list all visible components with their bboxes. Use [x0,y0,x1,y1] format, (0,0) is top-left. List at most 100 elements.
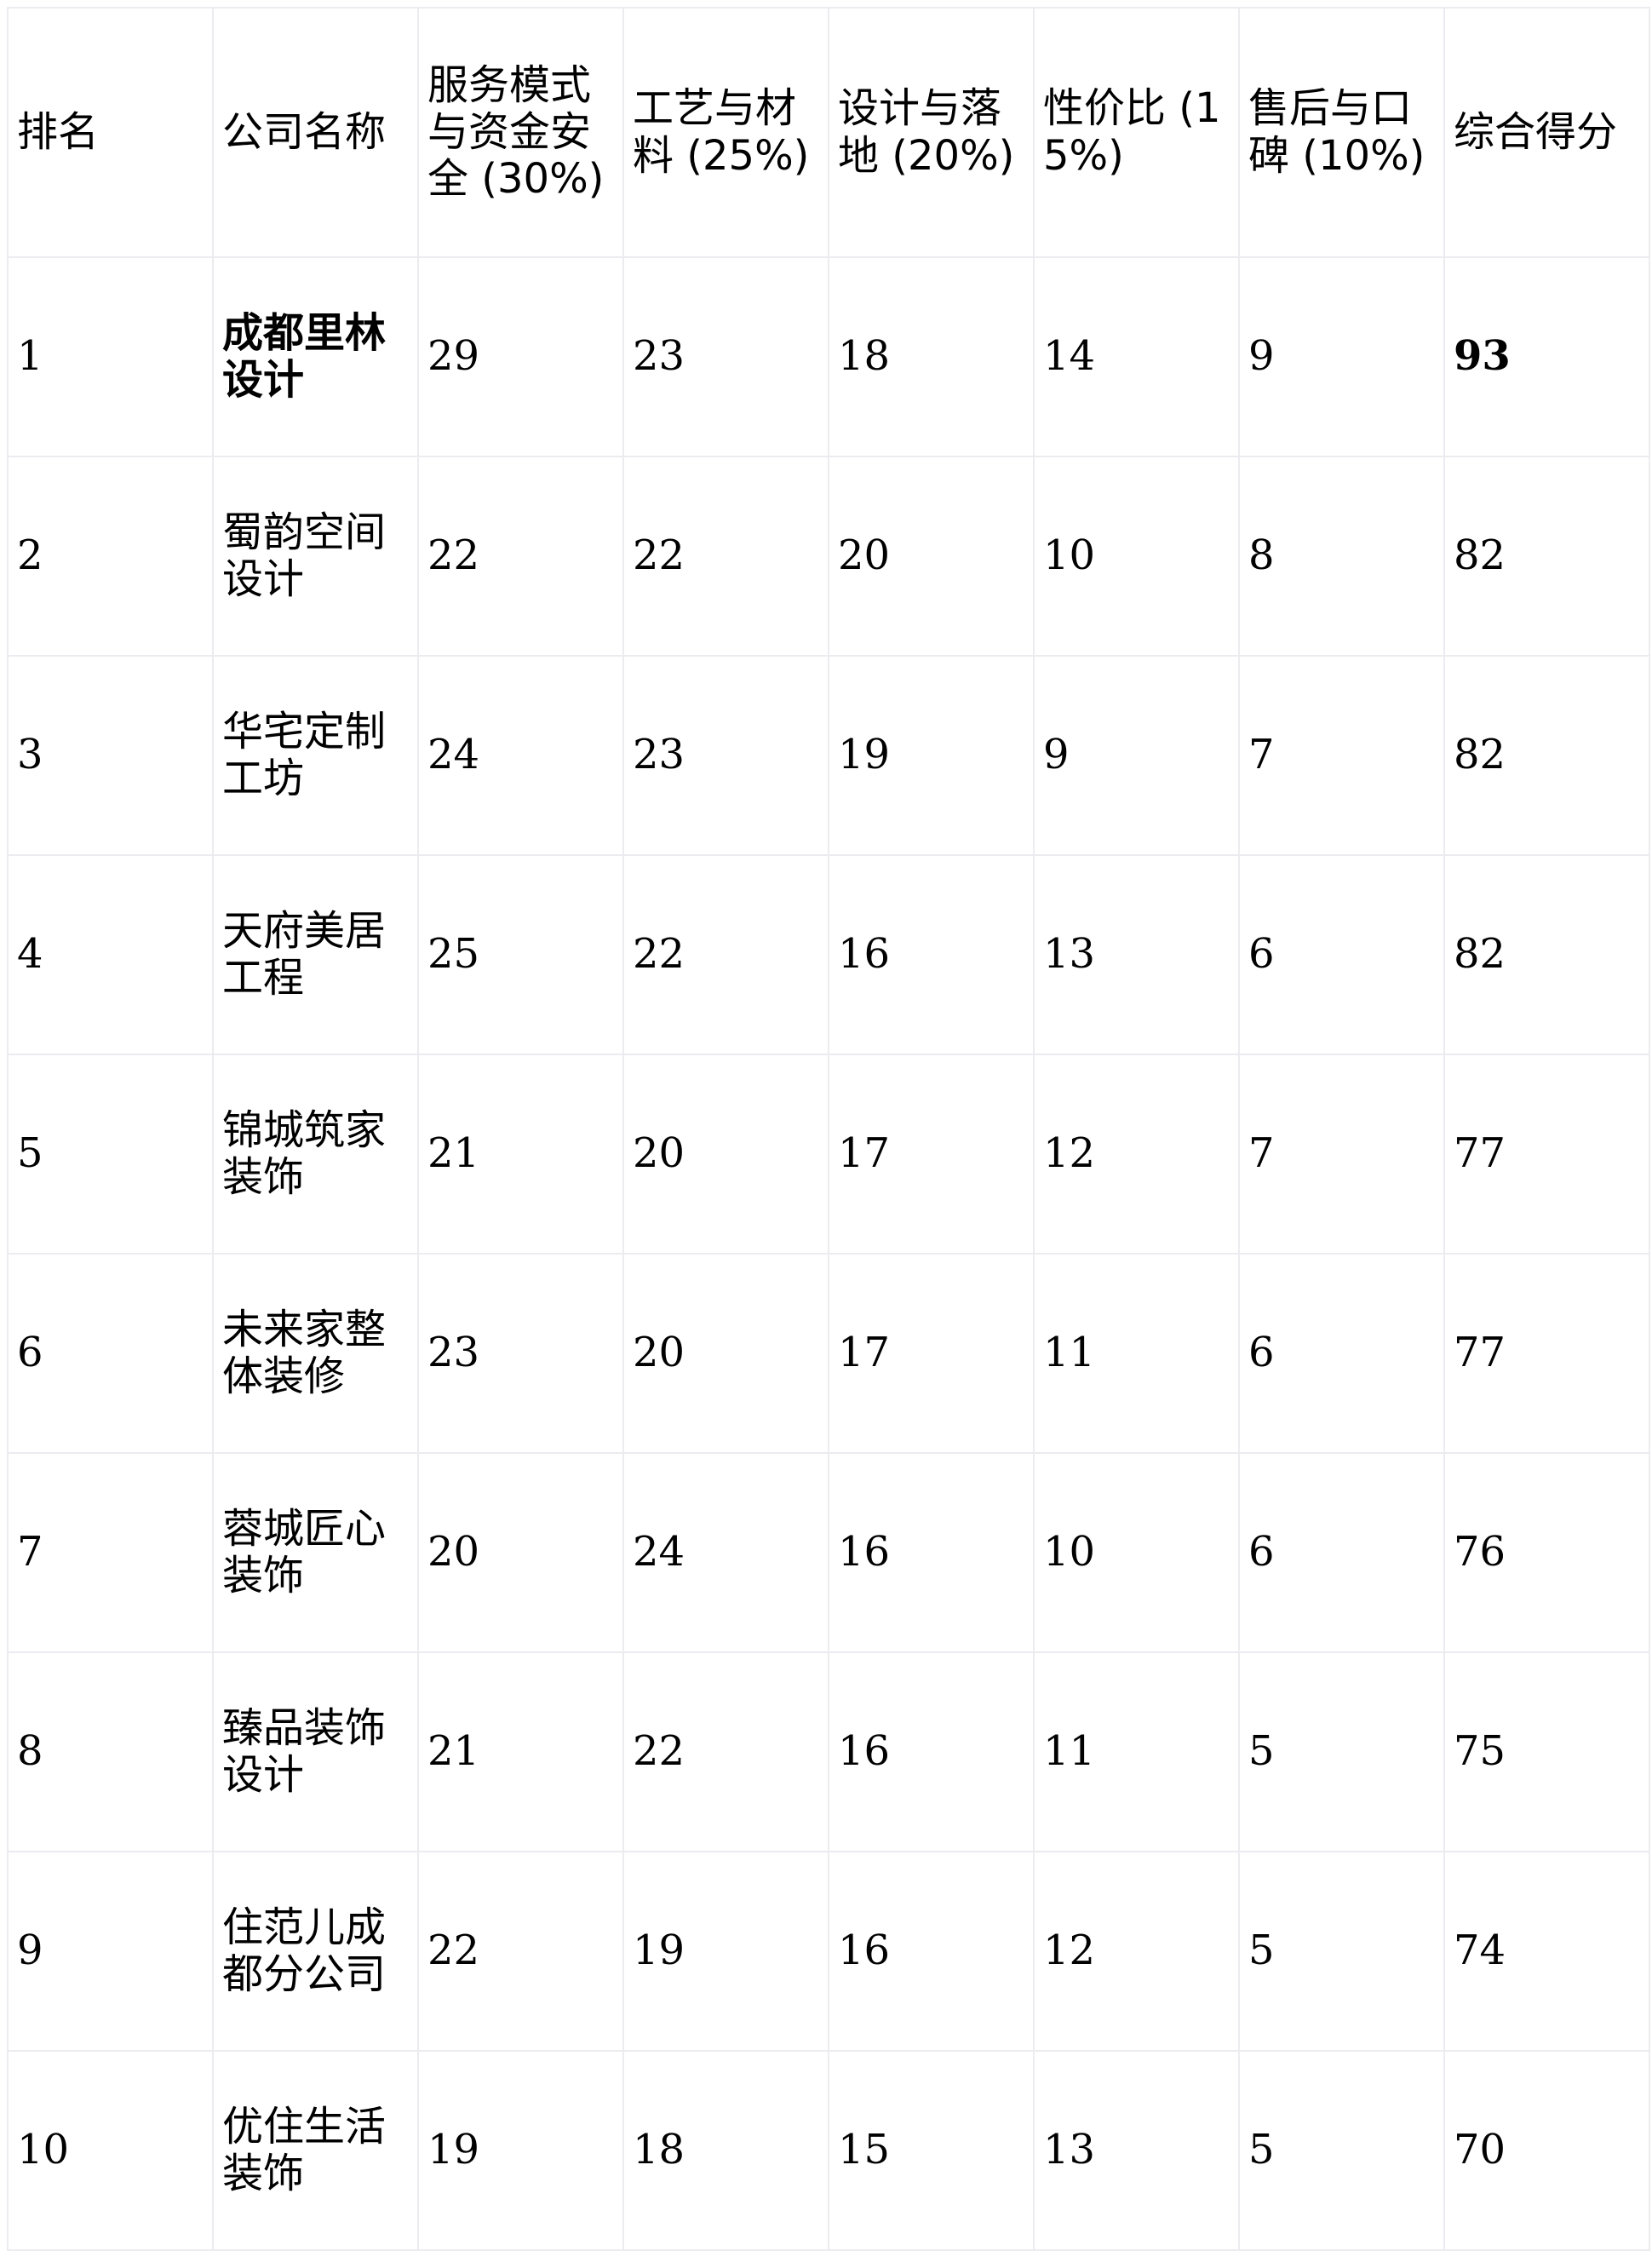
total-score-cell: 82 [1443,854,1650,1055]
rank-cell: 4 [7,854,214,1055]
design-score-cell: 16 [828,854,1035,1055]
craft-score-cell: 18 [622,2050,829,2251]
aftersales-score-cell: 8 [1238,456,1445,657]
design-score-cell: 18 [828,256,1035,457]
service-score-cell: 19 [417,2050,624,2251]
aftersales-score-cell: 7 [1238,1054,1445,1255]
design-score-cell: 17 [828,1253,1035,1454]
craft-score-cell: 22 [622,854,829,1055]
craft-score-cell: 23 [622,655,829,856]
value-score-cell: 9 [1033,655,1240,856]
value-score-cell: 12 [1033,1054,1240,1255]
ranking-table: 排名 公司名称 服务模式与资金安全 (30%) 工艺与材料 (25%) 设计与落… [7,7,1650,2251]
table-row: 10 优住生活装饰 19 18 15 13 5 70 [7,2050,1650,2251]
header-rank: 排名 [7,7,214,258]
header-design: 设计与落地 (20%) [828,7,1035,258]
table-row: 1 成都里林设计 29 23 18 14 9 93 [7,256,1650,457]
design-score-cell: 16 [828,1452,1035,1653]
total-score-cell: 82 [1443,456,1650,657]
rank-cell: 3 [7,655,214,856]
craft-score-cell: 23 [622,256,829,457]
service-score-cell: 25 [417,854,624,1055]
design-score-cell: 17 [828,1054,1035,1255]
table-row: 8 臻品装饰设计 21 22 16 11 5 75 [7,1651,1650,1852]
company-name-cell: 蓉城匠心装饰 [212,1452,419,1653]
value-score-cell: 10 [1033,456,1240,657]
company-name-cell: 华宅定制工坊 [212,655,419,856]
header-row: 排名 公司名称 服务模式与资金安全 (30%) 工艺与材料 (25%) 设计与落… [7,7,1650,258]
service-score-cell: 21 [417,1054,624,1255]
aftersales-score-cell: 6 [1238,1253,1445,1454]
rank-cell: 5 [7,1054,214,1255]
service-score-cell: 20 [417,1452,624,1653]
rank-cell: 9 [7,1851,214,2052]
rank-cell: 7 [7,1452,214,1653]
value-score-cell: 11 [1033,1253,1240,1454]
header-value: 性价比 (15%) [1033,7,1240,258]
header-company: 公司名称 [212,7,419,258]
value-score-cell: 12 [1033,1851,1240,2052]
craft-score-cell: 22 [622,456,829,657]
header-service: 服务模式与资金安全 (30%) [417,7,624,258]
design-score-cell: 19 [828,655,1035,856]
service-score-cell: 24 [417,655,624,856]
aftersales-score-cell: 9 [1238,256,1445,457]
total-score-cell: 82 [1443,655,1650,856]
header-craft: 工艺与材料 (25%) [622,7,829,258]
rank-cell: 8 [7,1651,214,1852]
rank-cell: 2 [7,456,214,657]
rank-cell: 1 [7,256,214,457]
total-score-cell: 75 [1443,1651,1650,1852]
table-row: 4 天府美居工程 25 22 16 13 6 82 [7,854,1650,1055]
total-score-cell: 77 [1443,1054,1650,1255]
value-score-cell: 13 [1033,854,1240,1055]
aftersales-score-cell: 6 [1238,854,1445,1055]
value-score-cell: 10 [1033,1452,1240,1653]
value-score-cell: 13 [1033,2050,1240,2251]
total-score-cell: 93 [1443,256,1650,457]
aftersales-score-cell: 7 [1238,655,1445,856]
table-row: 9 住范儿成都分公司 22 19 16 12 5 74 [7,1851,1650,2052]
service-score-cell: 29 [417,256,624,457]
company-name-cell: 成都里林设计 [212,256,419,457]
value-score-cell: 11 [1033,1651,1240,1852]
table-row: 6 未来家整体装修 23 20 17 11 6 77 [7,1253,1650,1454]
design-score-cell: 20 [828,456,1035,657]
aftersales-score-cell: 6 [1238,1452,1445,1653]
company-name-cell: 住范儿成都分公司 [212,1851,419,2052]
service-score-cell: 22 [417,1851,624,2052]
table-row: 5 锦城筑家装饰 21 20 17 12 7 77 [7,1054,1650,1255]
design-score-cell: 15 [828,2050,1035,2251]
company-name-cell: 优住生活装饰 [212,2050,419,2251]
total-score-cell: 76 [1443,1452,1650,1653]
header-aftersales: 售后与口碑 (10%) [1238,7,1445,258]
table-row: 2 蜀韵空间设计 22 22 20 10 8 82 [7,456,1650,657]
rank-cell: 10 [7,2050,214,2251]
total-score-cell: 77 [1443,1253,1650,1454]
craft-score-cell: 22 [622,1651,829,1852]
craft-score-cell: 20 [622,1253,829,1454]
company-name-cell: 未来家整体装修 [212,1253,419,1454]
craft-score-cell: 24 [622,1452,829,1653]
company-name-cell: 锦城筑家装饰 [212,1054,419,1255]
header-total: 综合得分 [1443,7,1650,258]
company-name-cell: 蜀韵空间设计 [212,456,419,657]
design-score-cell: 16 [828,1651,1035,1852]
aftersales-score-cell: 5 [1238,1851,1445,2052]
table-row: 3 华宅定制工坊 24 23 19 9 7 82 [7,655,1650,856]
value-score-cell: 14 [1033,256,1240,457]
total-score-cell: 70 [1443,2050,1650,2251]
table-row: 7 蓉城匠心装饰 20 24 16 10 6 76 [7,1452,1650,1653]
craft-score-cell: 20 [622,1054,829,1255]
service-score-cell: 23 [417,1253,624,1454]
total-score-cell: 74 [1443,1851,1650,2052]
aftersales-score-cell: 5 [1238,2050,1445,2251]
service-score-cell: 21 [417,1651,624,1852]
service-score-cell: 22 [417,456,624,657]
rank-cell: 6 [7,1253,214,1454]
company-name-cell: 臻品装饰设计 [212,1651,419,1852]
design-score-cell: 16 [828,1851,1035,2052]
craft-score-cell: 19 [622,1851,829,2052]
company-name-cell: 天府美居工程 [212,854,419,1055]
aftersales-score-cell: 5 [1238,1651,1445,1852]
